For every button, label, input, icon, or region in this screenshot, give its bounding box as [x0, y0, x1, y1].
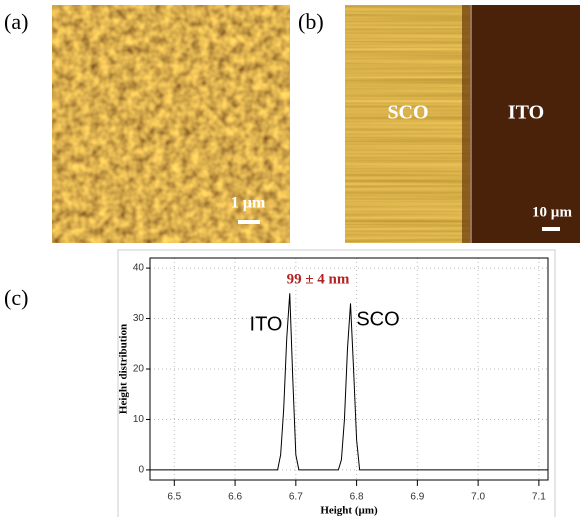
x-tick-label: 6.9 — [410, 492, 424, 503]
scale-bar — [542, 227, 560, 231]
annotation: 99 ± 4 nm — [287, 271, 350, 287]
y-tick-label: 40 — [133, 263, 145, 274]
ito-region — [472, 5, 580, 243]
y-axis-label: Height distribution — [118, 324, 130, 414]
scale-bar — [238, 220, 260, 224]
region-label: ITO — [508, 102, 544, 124]
series-line — [150, 293, 548, 471]
y-tick-label: 0 — [138, 465, 144, 476]
y-tick-label: 20 — [133, 364, 145, 375]
x-tick-label: 6.7 — [289, 492, 303, 503]
scale-label: 10 µm — [532, 204, 572, 220]
plot-area — [149, 257, 549, 481]
x-tick-label: 6.5 — [167, 492, 181, 503]
y-tick-label: 30 — [133, 313, 145, 324]
panel-label: (a) — [4, 9, 28, 34]
x-tick-label: 6.8 — [350, 492, 364, 503]
scale-label: 1 µm — [231, 195, 266, 212]
panel-label: (c) — [4, 285, 28, 310]
annotation: ITO — [250, 313, 283, 335]
afm-texture — [52, 5, 290, 243]
edge — [462, 5, 474, 243]
plot-frame — [117, 249, 556, 517]
x-tick-label: 7.0 — [471, 492, 485, 503]
region-label: SCO — [387, 102, 428, 124]
panel-label: (b) — [298, 9, 324, 34]
x-tick-label: 6.6 — [228, 492, 242, 503]
sco-region — [345, 5, 470, 243]
x-tick-label: 7.1 — [532, 492, 546, 503]
annotation: SCO — [356, 308, 399, 330]
x-axis-label: Height (µm) — [320, 505, 378, 517]
y-tick-label: 10 — [133, 414, 145, 425]
